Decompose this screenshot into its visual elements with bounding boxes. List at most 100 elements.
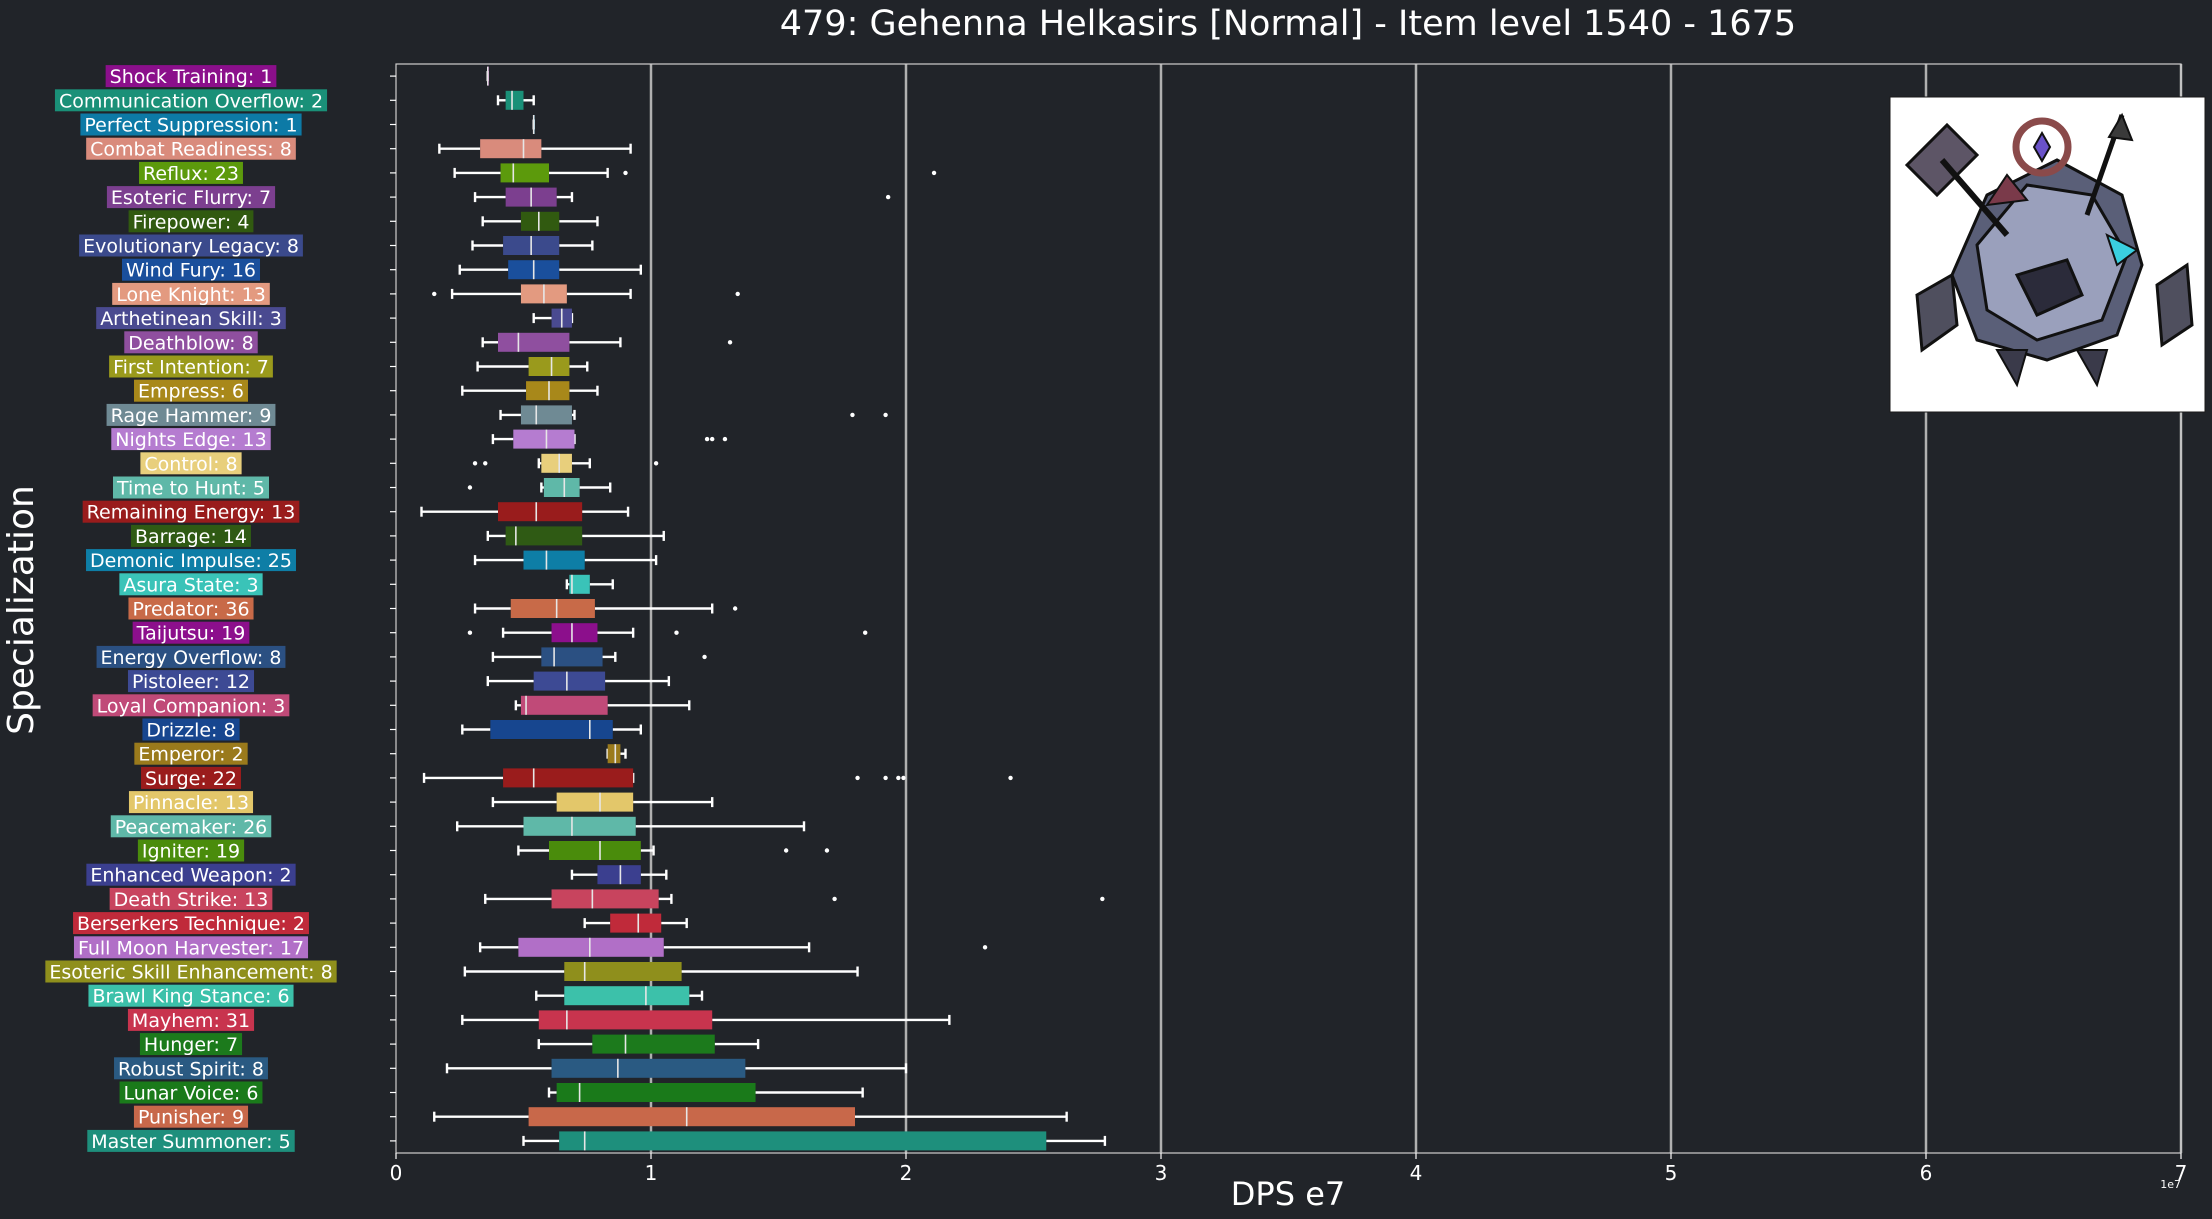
category-label: Nights Edge: 13 [111, 428, 271, 451]
category-label: Barrage: 14 [131, 524, 251, 548]
box-group [456, 816, 806, 836]
outlier-point [883, 412, 888, 418]
box [528, 1107, 855, 1127]
category-label-background [134, 379, 248, 402]
category-label-background [86, 549, 296, 572]
box-group [491, 647, 707, 667]
category-label-text: Punisher: 9 [138, 1107, 244, 1129]
box-group [445, 1058, 908, 1078]
box-group [432, 284, 740, 304]
category-label-background [109, 355, 273, 378]
category-label-text: Remaining Energy: 13 [87, 502, 296, 524]
category-label: Shock Training: 1 [105, 65, 277, 88]
box [551, 889, 659, 909]
category-label-text: Rage Hammer: 9 [111, 405, 272, 427]
box-group [420, 502, 630, 522]
box [541, 647, 603, 667]
category-label-background [114, 1057, 268, 1080]
y-axis-label: Specialization [1, 485, 42, 735]
box [556, 1083, 756, 1102]
category-label: Punisher: 9 [133, 1105, 249, 1129]
category-label-text: Death Strike: 13 [114, 889, 269, 911]
boss-portrait [1889, 96, 2206, 413]
category-label: Lunar Voice: 6 [119, 1081, 263, 1105]
box [533, 671, 606, 691]
category-label: Predator: 36 [128, 597, 254, 621]
category-label-text: Igniter: 19 [142, 841, 240, 863]
category-label: Empress: 6 [134, 379, 248, 403]
category-label: Emperor: 2 [134, 742, 248, 766]
box [505, 90, 524, 110]
box [556, 792, 634, 812]
category-label-background [45, 960, 337, 983]
category-label: Firepower: 4 [128, 210, 254, 233]
outlier-point [653, 461, 659, 466]
category-label-background [87, 1129, 295, 1152]
category-label: Esoteric Flurry: 7 [106, 186, 276, 209]
outlier-point [467, 630, 473, 635]
category-label-text: Lunar Voice: 6 [124, 1083, 259, 1105]
box [526, 381, 570, 401]
boss-crystal [2032, 130, 2052, 164]
box-group [467, 623, 868, 643]
category-label: Peacemaker: 26 [110, 815, 272, 838]
x-axis-label: DPS e7 [1231, 1175, 1345, 1213]
box-group [438, 139, 632, 159]
x-axis-offset-label: 1e7 [2160, 1178, 2181, 1191]
box-group [453, 163, 937, 183]
category-label-text: Barrage: 14 [135, 526, 247, 548]
category-label-background [127, 1008, 255, 1031]
box-group [458, 260, 642, 280]
category-label-text: Brawl King Stance: 6 [92, 986, 289, 1008]
box-group [476, 357, 589, 376]
category-label: Taijutsu: 19 [132, 621, 250, 645]
category-label-text: Predator: 36 [132, 599, 249, 621]
box [559, 1131, 1047, 1151]
outlier-point [883, 775, 888, 781]
category-label-text: Loyal Companion: 3 [97, 695, 286, 717]
box-group [522, 1131, 1107, 1151]
category-label-text: Enhanced Weapon: 2 [90, 865, 291, 887]
category-label: Drizzle: 8 [142, 718, 240, 742]
outlier-point [863, 630, 868, 635]
box-group [537, 1034, 760, 1054]
outlier-point [472, 461, 478, 466]
category-label-background [133, 1105, 249, 1128]
category-label-background [128, 597, 254, 620]
category-label: Lone Knight: 13 [112, 282, 270, 306]
category-label-background [96, 307, 286, 330]
category-label: Energy Overflow: 8 [96, 645, 286, 669]
category-label-background [79, 234, 303, 257]
category-label-text: Reflux: 23 [143, 163, 239, 185]
category-label-text: Taijutsu: 19 [136, 623, 246, 645]
category-label-background [137, 839, 245, 862]
category-label-background [119, 1081, 263, 1104]
category-label-background [111, 428, 271, 451]
category-label-text: Robust Spirit: 8 [118, 1058, 264, 1080]
category-label-text: Combat Readiness: 8 [90, 139, 292, 161]
box [518, 937, 664, 957]
category-label-background [119, 573, 263, 596]
box-group [565, 574, 614, 594]
category-label-text: Firepower: 4 [133, 211, 250, 233]
category-label: Igniter: 19 [137, 839, 245, 863]
box-group [491, 429, 728, 449]
box-group [471, 236, 594, 255]
box [480, 139, 542, 159]
category-label-text: Hunger: 7 [144, 1034, 238, 1056]
category-label-background [134, 742, 248, 765]
box [551, 1058, 746, 1078]
box-group [481, 332, 733, 352]
category-label: Pinnacle: 13 [128, 791, 254, 814]
category-label-text: Evolutionary Legacy: 8 [83, 236, 299, 258]
box [523, 550, 585, 570]
box-group [532, 308, 574, 328]
outlier-point [702, 654, 707, 660]
x-tick-label: 1 [645, 1161, 658, 1185]
outlier-point [674, 630, 679, 635]
outlier-point [850, 412, 855, 418]
box-group [496, 90, 535, 110]
box-group [514, 695, 691, 715]
